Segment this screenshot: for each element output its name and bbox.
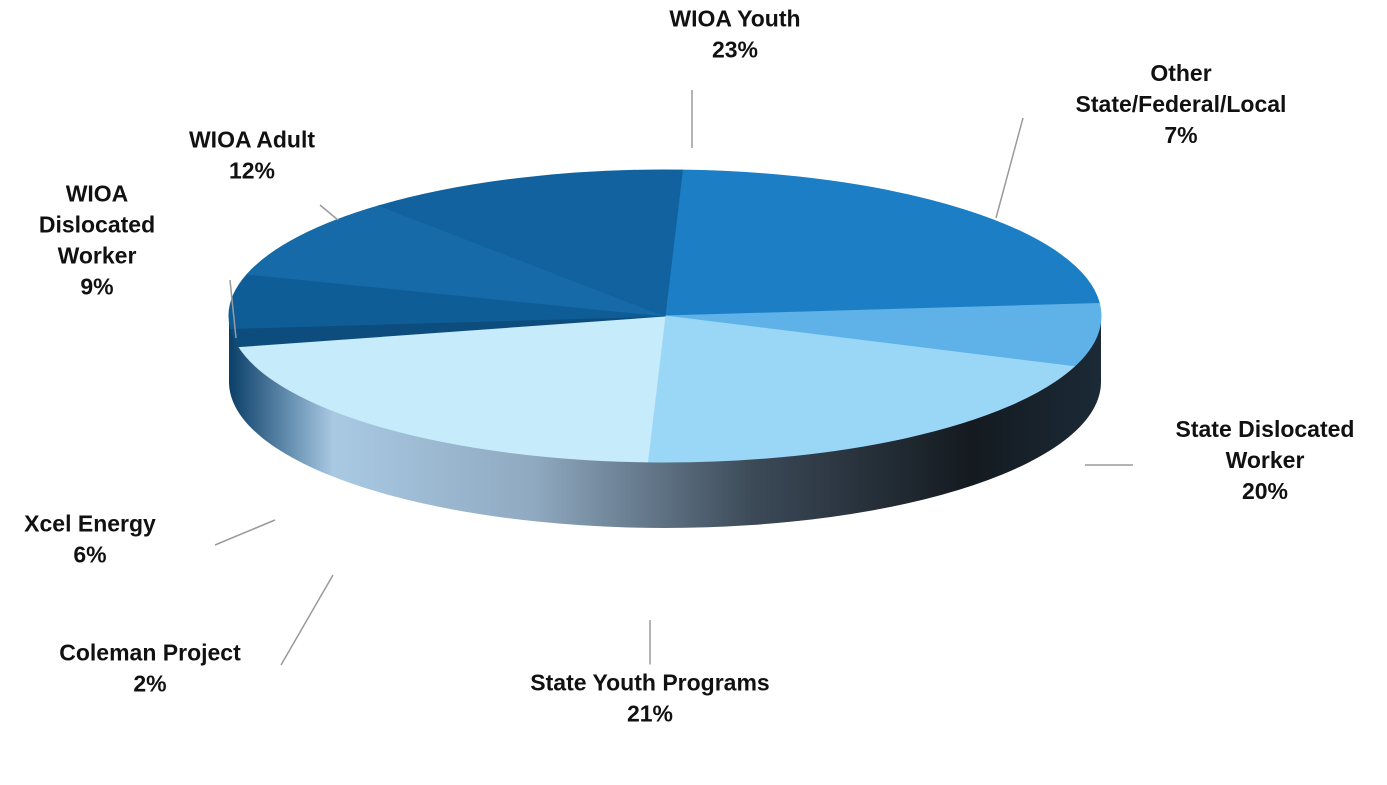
slice-value-label-state-youth-programs: 21% xyxy=(627,701,673,727)
leader-line-coleman-project xyxy=(280,574,334,666)
slice-value-label-wioa-dislocated-worker: 9% xyxy=(80,274,113,300)
pie-top-layer xyxy=(228,169,1102,463)
pie-slice-state-dislocated-worker xyxy=(647,315,1076,463)
slice-name-label-wioa-youth: WIOA Youth xyxy=(669,6,800,32)
pie-slice-other-state-federal-local xyxy=(664,302,1102,368)
leader-line-wioa-dislocated-worker xyxy=(229,279,237,339)
pie-side-wall xyxy=(229,316,1101,528)
label-box-wioa-youth xyxy=(657,0,813,75)
leader-line-layer xyxy=(214,90,1133,668)
slice-name-label-coleman-project: Coleman Project xyxy=(59,640,241,666)
pie-slice-xcel-energy xyxy=(228,273,666,330)
pie-slice-wioa-youth xyxy=(664,169,1101,317)
slice-value-label-wioa-youth: 23% xyxy=(712,37,758,63)
slice-value-label-coleman-project: 2% xyxy=(133,671,166,697)
label-box-other-state-federal-local xyxy=(1046,55,1316,160)
slice-value-label-other-state-federal-local: 7% xyxy=(1164,122,1197,148)
label-box-state-youth-programs xyxy=(509,664,791,739)
slice-label-layer: WIOA Youth 23% Other State/Federal/Local 7% S… xyxy=(5,0,1381,739)
slice-name-label-xcel-energy: Xcel Energy xyxy=(24,511,156,537)
leader-line-wioa-adult xyxy=(319,204,339,221)
leader-line-xcel-energy xyxy=(214,519,276,546)
label-box-xcel-energy xyxy=(5,505,175,580)
pie-slice-state-youth-programs xyxy=(237,315,666,463)
slice-name-label-wioa-dislocated-worker: Dislocated xyxy=(39,212,155,238)
slice-name-label-state-dislocated-worker: State Dislocated xyxy=(1176,416,1355,442)
label-box-state-dislocated-worker xyxy=(1149,411,1381,516)
slice-name-label-other-state-federal-local: Other xyxy=(1150,60,1211,86)
slice-value-label-wioa-adult: 12% xyxy=(229,158,275,184)
label-box-coleman-project xyxy=(40,634,260,709)
slice-name-label-state-youth-programs: State Youth Programs xyxy=(530,670,769,696)
slice-name-label-other-state-federal-local: State/Federal/Local xyxy=(1076,91,1287,117)
pie-side-layer xyxy=(229,316,1101,528)
label-box-wioa-dislocated-worker xyxy=(19,175,175,312)
slice-name-label-wioa-dislocated-worker: Worker xyxy=(58,243,137,269)
slice-value-label-state-dislocated-worker: 20% xyxy=(1242,478,1288,504)
slice-name-label-state-dislocated-worker: Worker xyxy=(1226,447,1305,473)
slice-name-label-wioa-adult: WIOA Adult xyxy=(189,127,315,153)
slice-value-label-xcel-energy: 6% xyxy=(73,542,106,568)
pie-slice-wioa-adult xyxy=(377,169,683,317)
leader-line-other-state-federal-local xyxy=(995,117,1024,219)
pie-slice-wioa-dislocated-worker xyxy=(246,205,666,317)
label-box-wioa-adult xyxy=(174,121,330,196)
slice-name-label-wioa-dislocated-worker: WIOA xyxy=(66,181,129,207)
